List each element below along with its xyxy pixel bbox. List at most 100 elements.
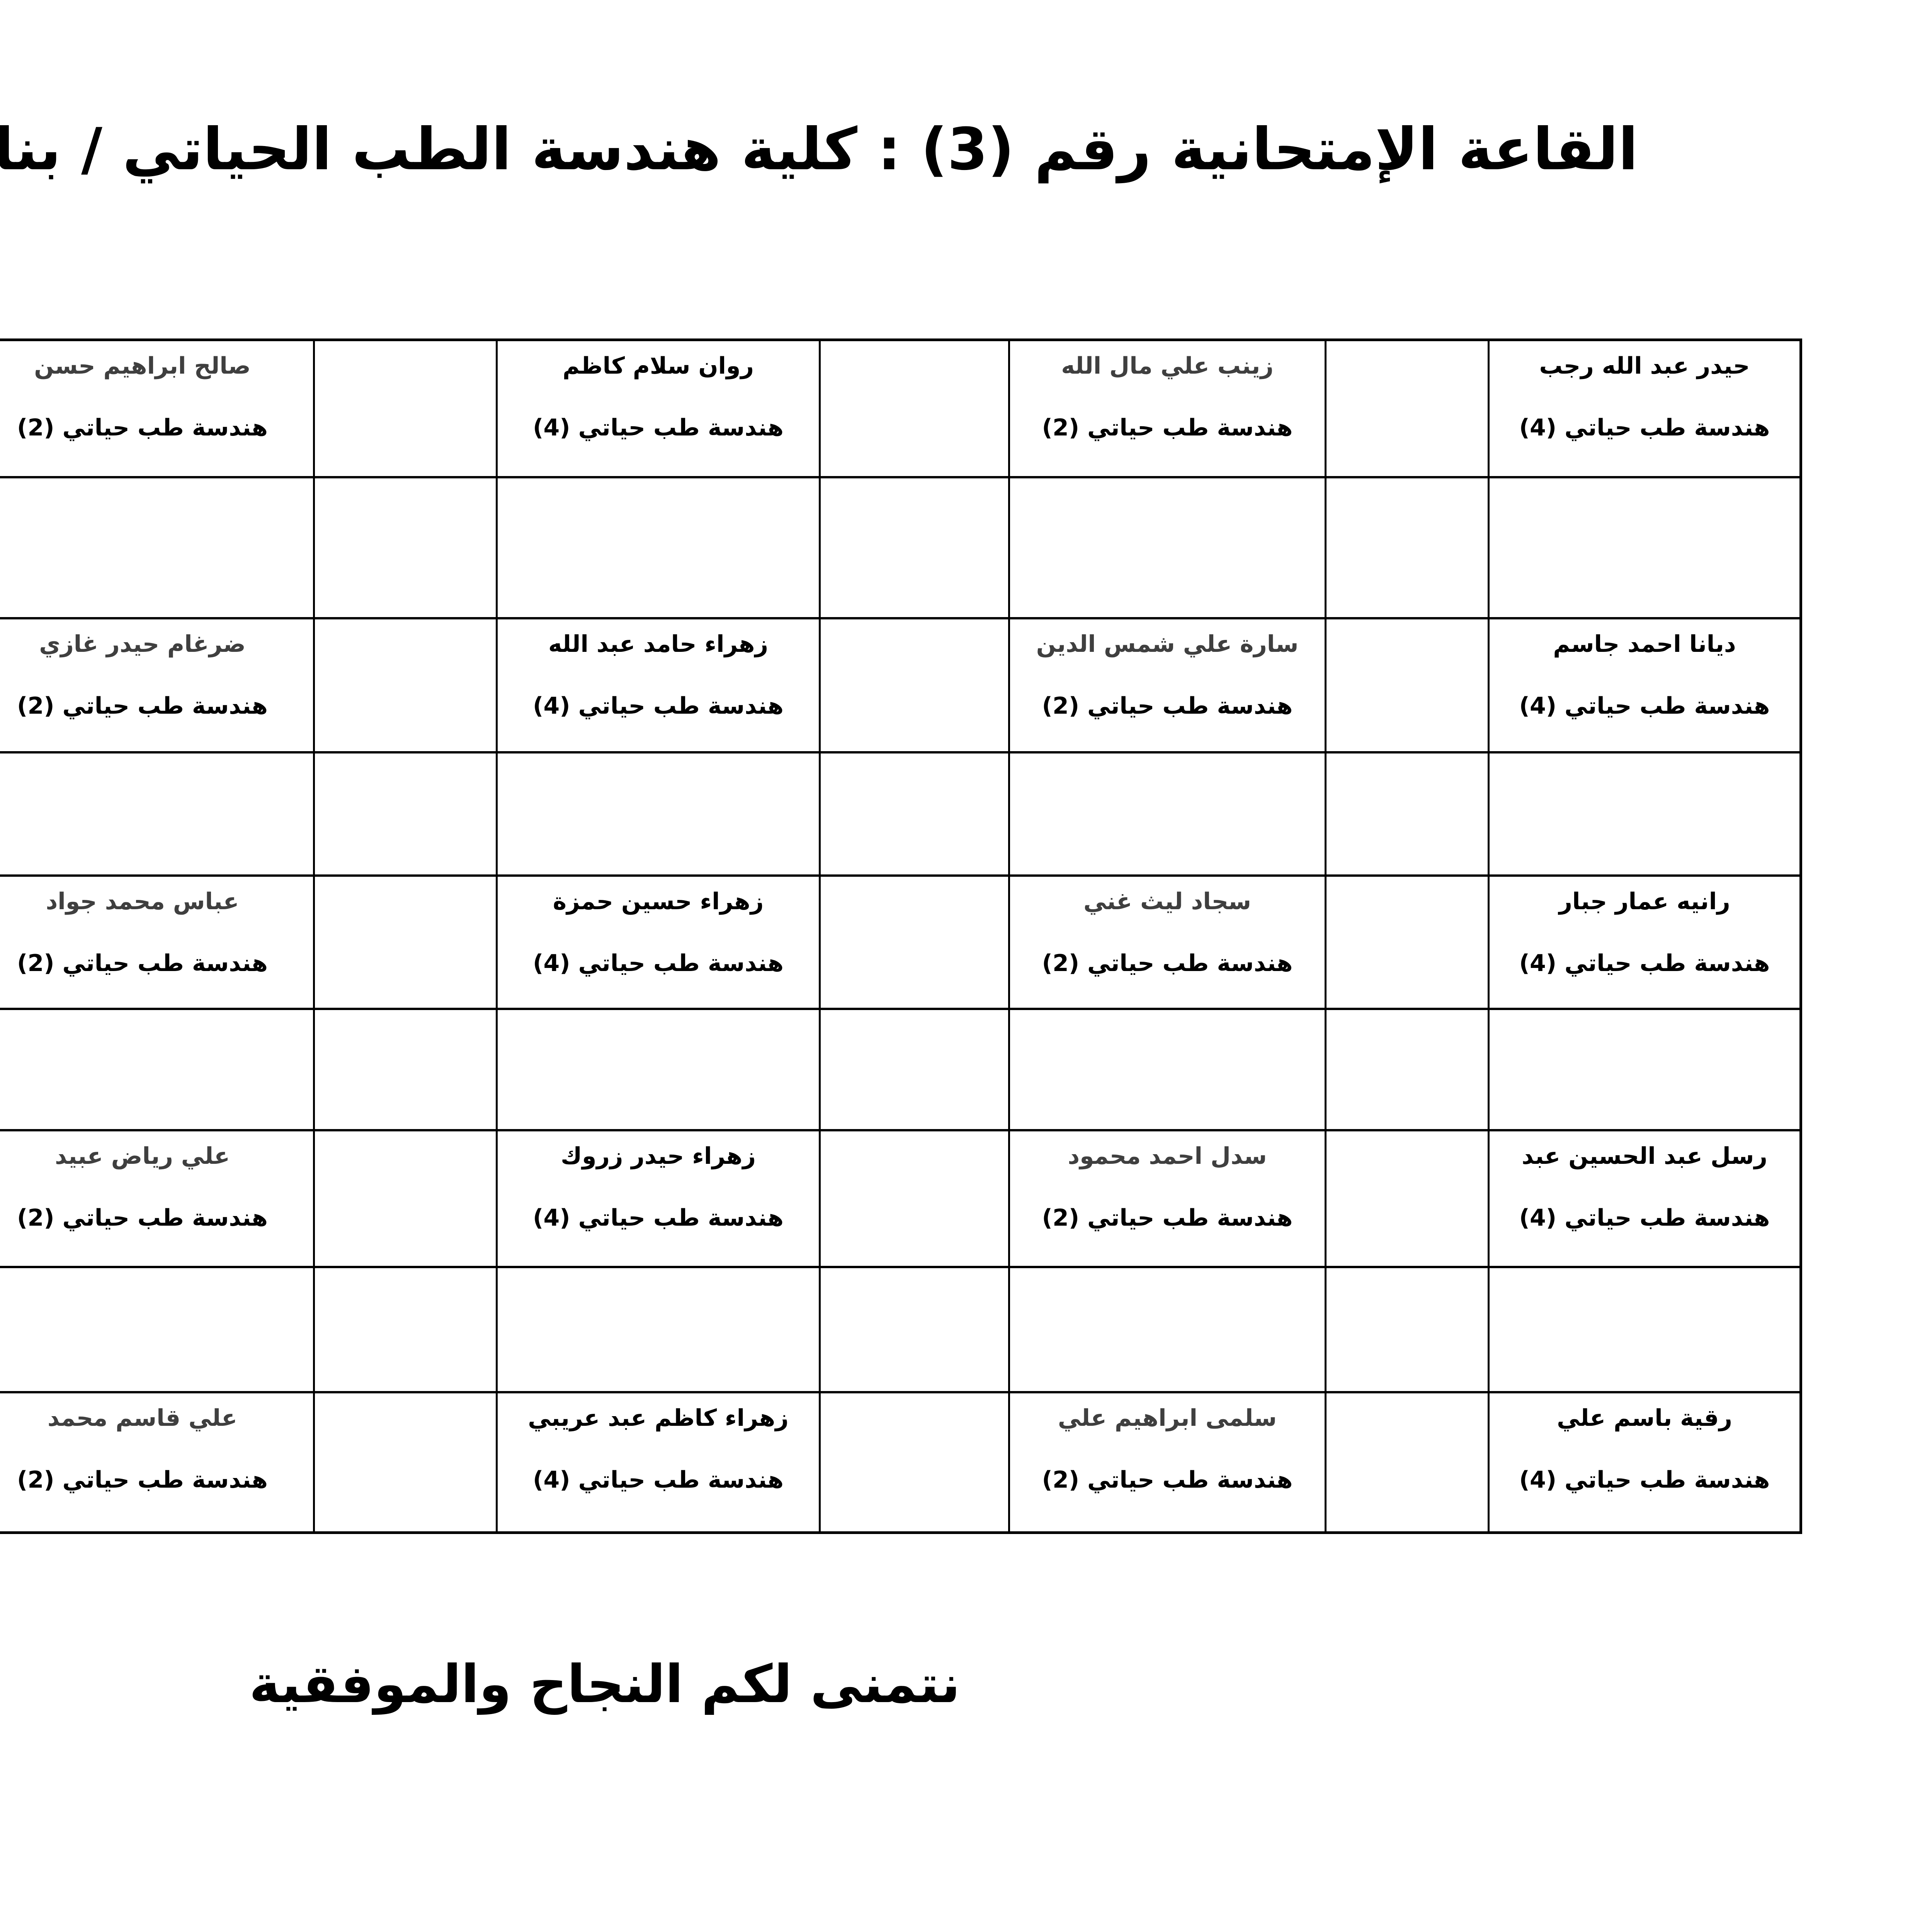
seat-gap-cell (313, 341, 496, 476)
table-empty-row (0, 753, 1799, 877)
empty-cell (1008, 1010, 1325, 1129)
seat-gap-cell (819, 341, 1008, 476)
seat-cell: ديانا احمد جاسم هندسة طب حياتي (4) (1488, 619, 1799, 751)
seat-gap-cell (1325, 1268, 1488, 1391)
seat-gap-cell (313, 877, 496, 1008)
seat-gap-cell (313, 753, 496, 874)
empty-cell (496, 753, 819, 874)
table-empty-row (0, 1268, 1799, 1393)
seat-gap-cell (313, 1010, 496, 1129)
student-course: هندسة طب حياتي (2) (17, 692, 268, 719)
student-name: رانيه عمار جبار (1559, 888, 1730, 915)
empty-cell (1008, 1268, 1325, 1391)
seat-cell: رانيه عمار جبار هندسة طب حياتي (4) (1488, 877, 1799, 1008)
student-name: رقية باسم علي (1557, 1405, 1732, 1432)
student-course: هندسة طب حياتي (2) (17, 950, 268, 977)
student-course: هندسة طب حياتي (4) (533, 1466, 784, 1493)
student-course: هندسة طب حياتي (2) (1042, 1204, 1293, 1231)
footer-note: نتمنى لكم النجاح والموفقية (249, 1654, 960, 1714)
seat-cell: حيدر عبد الله رجب هندسة طب حياتي (4) (1488, 341, 1799, 476)
seat-cell: زهراء حسين حمزة هندسة طب حياتي (4) (496, 877, 819, 1008)
student-course: هندسة طب حياتي (2) (1042, 1466, 1293, 1493)
student-course: هندسة طب حياتي (2) (1042, 950, 1293, 977)
seat-gap-cell (819, 1393, 1008, 1531)
student-name: سجاد ليث غني (1083, 888, 1252, 915)
empty-cell (1488, 753, 1799, 874)
seat-gap-cell (1325, 619, 1488, 751)
seat-gap-cell (819, 1268, 1008, 1391)
student-name: زهراء حيدر زروك (561, 1143, 756, 1170)
page-title: القاعة الإمتحانية رقم (3) : كلية هندسة ا… (0, 116, 1638, 183)
seat-cell: سلمى ابراهيم علي هندسة طب حياتي (2) (1008, 1393, 1325, 1531)
student-name: زهراء حسين حمزة (553, 888, 764, 915)
student-name: زهراء كاظم عبد عريبي (528, 1405, 789, 1432)
empty-cell (1008, 753, 1325, 874)
table-row: رانيه عمار جبار هندسة طب حياتي (4) سجاد لي… (0, 877, 1799, 1010)
seat-gap-cell (819, 478, 1008, 617)
student-course: هندسة طب حياتي (4) (1519, 950, 1770, 977)
seat-cell: زهراء حيدر زروك هندسة طب حياتي (4) (496, 1131, 819, 1266)
seat-gap-cell (819, 619, 1008, 751)
empty-cell (0, 478, 313, 617)
table-empty-row (0, 478, 1799, 619)
student-name: زينب علي مال الله (1061, 352, 1274, 379)
seating-table: حيدر عبد الله رجب هندسة طب حياتي (4) زينب … (0, 338, 1802, 1534)
table-row: حيدر عبد الله رجب هندسة طب حياتي (4) زينب … (0, 341, 1799, 478)
seat-cell: علي رياض عبيد هندسة طب حياتي (2) (0, 1131, 313, 1266)
empty-cell (496, 1268, 819, 1391)
student-course: هندسة طب حياتي (4) (1519, 1466, 1770, 1493)
seat-cell: سدل احمد محمود هندسة طب حياتي (2) (1008, 1131, 1325, 1266)
seat-gap-cell (313, 478, 496, 617)
seat-gap-cell (1325, 1393, 1488, 1531)
student-name: روان سلام كاظم (563, 352, 754, 379)
student-name: عباس محمد جواد (46, 888, 239, 915)
student-name: رسل عبد الحسين عبد (1522, 1143, 1767, 1170)
seat-gap-cell (1325, 753, 1488, 874)
student-name: علي رياض عبيد (55, 1143, 230, 1170)
student-course: هندسة طب حياتي (2) (1042, 414, 1293, 441)
student-course: هندسة طب حياتي (4) (533, 1204, 784, 1231)
empty-cell (1488, 478, 1799, 617)
student-name: ضرغام حيدر غازي (39, 631, 246, 658)
seat-cell: ضرغام حيدر غازي هندسة طب حياتي (2) (0, 619, 313, 751)
student-name: حيدر عبد الله رجب (1539, 352, 1750, 379)
empty-cell (496, 1010, 819, 1129)
student-course: هندسة طب حياتي (2) (17, 1204, 268, 1231)
seat-cell: زهراء حامد عبد الله هندسة طب حياتي (4) (496, 619, 819, 751)
table-empty-row (0, 1010, 1799, 1131)
seat-gap-cell (819, 877, 1008, 1008)
seat-cell: روان سلام كاظم هندسة طب حياتي (4) (496, 341, 819, 476)
empty-cell (496, 478, 819, 617)
seat-gap-cell (1325, 478, 1488, 617)
student-name: سلمى ابراهيم علي (1058, 1405, 1277, 1432)
table-row: رسل عبد الحسين عبد هندسة طب حياتي (4) سدل … (0, 1131, 1799, 1268)
empty-cell (0, 753, 313, 874)
empty-cell (1008, 478, 1325, 617)
empty-cell (1488, 1268, 1799, 1391)
student-course: هندسة طب حياتي (2) (17, 1466, 268, 1493)
seat-gap-cell (313, 619, 496, 751)
student-name: سدل احمد محمود (1068, 1143, 1267, 1170)
seat-cell: رسل عبد الحسين عبد هندسة طب حياتي (4) (1488, 1131, 1799, 1266)
student-name: علي قاسم محمد (47, 1405, 238, 1432)
empty-cell (0, 1268, 313, 1391)
student-course: هندسة طب حياتي (4) (533, 950, 784, 977)
student-name: زهراء حامد عبد الله (548, 631, 769, 658)
table-row: رقية باسم علي هندسة طب حياتي (4) سلمى ابرا… (0, 1393, 1799, 1531)
student-course: هندسة طب حياتي (4) (533, 414, 784, 441)
seat-cell: عباس محمد جواد هندسة طب حياتي (2) (0, 877, 313, 1008)
seat-gap-cell (819, 1131, 1008, 1266)
student-name: سارة علي شمس الدين (1036, 631, 1299, 658)
seat-cell: علي قاسم محمد هندسة طب حياتي (2) (0, 1393, 313, 1531)
student-course: هندسة طب حياتي (4) (1519, 1204, 1770, 1231)
student-course: هندسة طب حياتي (4) (1519, 414, 1770, 441)
seat-cell: رقية باسم علي هندسة طب حياتي (4) (1488, 1393, 1799, 1531)
table-row: ديانا احمد جاسم هندسة طب حياتي (4) سارة عل… (0, 619, 1799, 753)
empty-cell (1488, 1010, 1799, 1129)
seat-cell: سجاد ليث غني هندسة طب حياتي (2) (1008, 877, 1325, 1008)
seat-gap-cell (1325, 341, 1488, 476)
seat-gap-cell (819, 753, 1008, 874)
seat-gap-cell (1325, 877, 1488, 1008)
seat-gap-cell (1325, 1131, 1488, 1266)
